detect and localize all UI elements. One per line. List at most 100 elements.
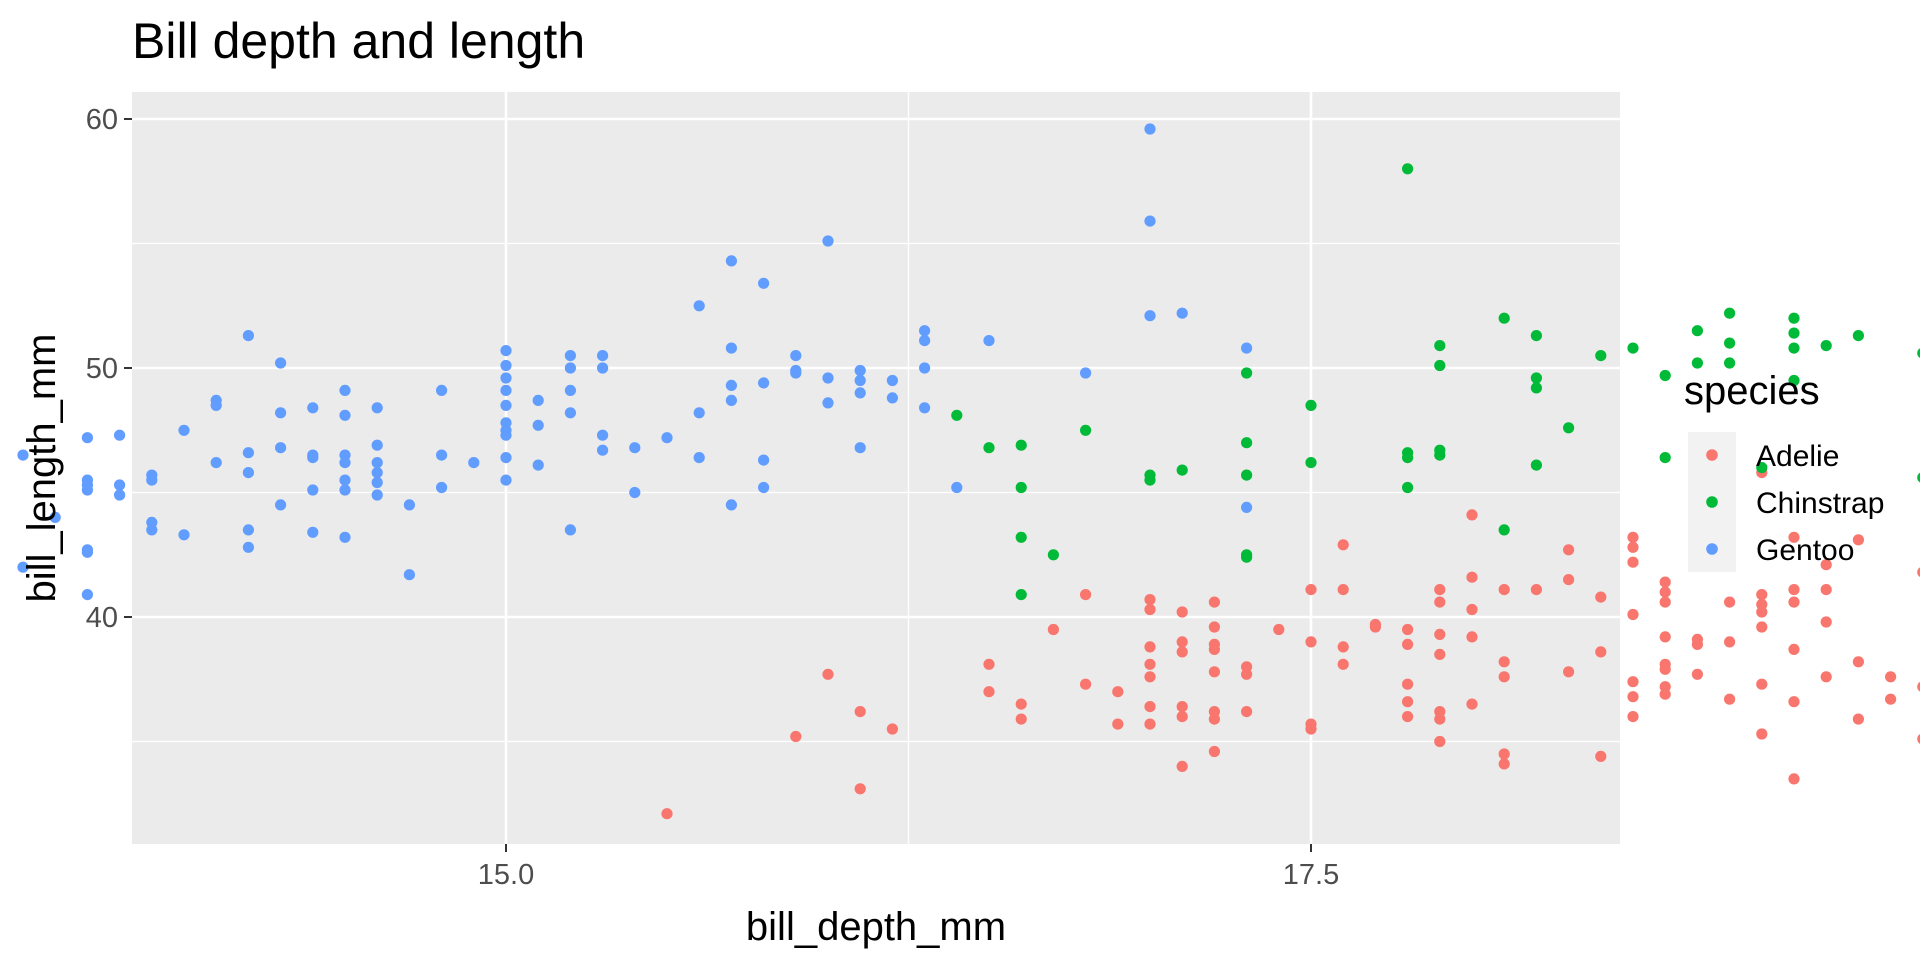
data-point [1530,330,1542,342]
data-point [242,524,254,536]
data-point [500,384,512,396]
y-tick-label: 40 [86,602,118,634]
data-point [1144,123,1156,135]
data-point [371,467,383,479]
data-point [339,484,351,496]
data-point [500,372,512,384]
data-point [307,526,319,538]
data-point [1563,544,1575,556]
data-point [1659,452,1671,464]
data-point [1498,584,1510,596]
data-point [1724,636,1736,648]
data-point [725,499,738,511]
data-point [371,489,383,501]
data-point [1724,596,1736,608]
data-point [1788,584,1800,596]
data-point [1434,648,1446,661]
data-point [1852,330,1864,342]
data-point [1402,696,1414,708]
data-point [1498,656,1510,668]
data-point [1530,459,1542,471]
data-point [275,407,287,419]
data-point [1595,591,1607,603]
data-point [1852,713,1864,725]
data-point [1691,668,1703,680]
legend-key-adelie [1706,449,1718,461]
data-point [1176,464,1188,476]
data-point [1756,728,1768,740]
data-points [17,123,1920,820]
data-point [1434,584,1446,596]
data-point [1047,549,1059,561]
data-point [1337,539,1349,551]
data-point [1788,312,1800,324]
legend-key-chinstrap [1706,496,1718,508]
data-point [178,424,190,436]
data-point [758,377,770,389]
data-point [1820,671,1832,683]
data-point [1788,596,1800,608]
data-point [436,449,448,461]
data-point [1691,325,1703,337]
data-point [1208,745,1220,758]
data-point [1434,596,1446,608]
data-point [1820,559,1832,571]
data-point [564,384,577,396]
data-point [1498,671,1510,683]
data-point [1015,698,1027,710]
data-point [1176,760,1188,773]
data-point [1627,342,1639,354]
data-point [1659,369,1671,382]
data-point [500,452,512,464]
data-point [1627,691,1639,703]
data-point [758,481,770,494]
data-point [854,364,866,377]
data-point [1563,666,1575,678]
data-point [1659,586,1671,598]
data-point [1144,310,1156,322]
data-point [532,394,544,406]
data-point [1208,643,1220,656]
data-point [1434,713,1446,725]
data-point [597,429,609,441]
data-point [1724,337,1736,349]
data-point [629,442,641,454]
data-point [1595,350,1607,362]
data-point [1788,342,1800,354]
data-point [1691,357,1703,369]
data-point [1724,693,1736,705]
data-point [1756,621,1768,633]
data-point [1852,534,1864,546]
data-point [1015,481,1027,494]
data-point [822,372,834,384]
data-point [1627,676,1639,688]
data-point [436,481,448,494]
data-point [500,345,512,357]
data-point [1402,678,1414,690]
data-point [1305,584,1317,596]
data-point [693,300,705,312]
data-point [1659,596,1671,608]
data-point [1402,623,1414,636]
data-point [1595,750,1607,763]
data-point [597,350,609,362]
data-point [500,359,512,372]
data-point [1885,693,1897,705]
data-point [307,402,319,414]
legend-label-adelie: Adelie [1756,440,1839,473]
data-point [1176,606,1188,618]
data-point [1144,718,1156,730]
data-point [81,484,93,496]
data-point [1402,638,1414,651]
data-point [661,432,673,444]
data-point [1273,623,1285,636]
data-point [339,531,351,543]
data-point [1112,718,1124,730]
data-point [1659,576,1671,588]
data-point [1788,696,1800,708]
data-point [1208,621,1220,633]
data-point [597,444,609,456]
x-tick-label: 17.5 [1283,859,1339,891]
data-point [1337,641,1349,653]
data-point [1724,357,1736,369]
